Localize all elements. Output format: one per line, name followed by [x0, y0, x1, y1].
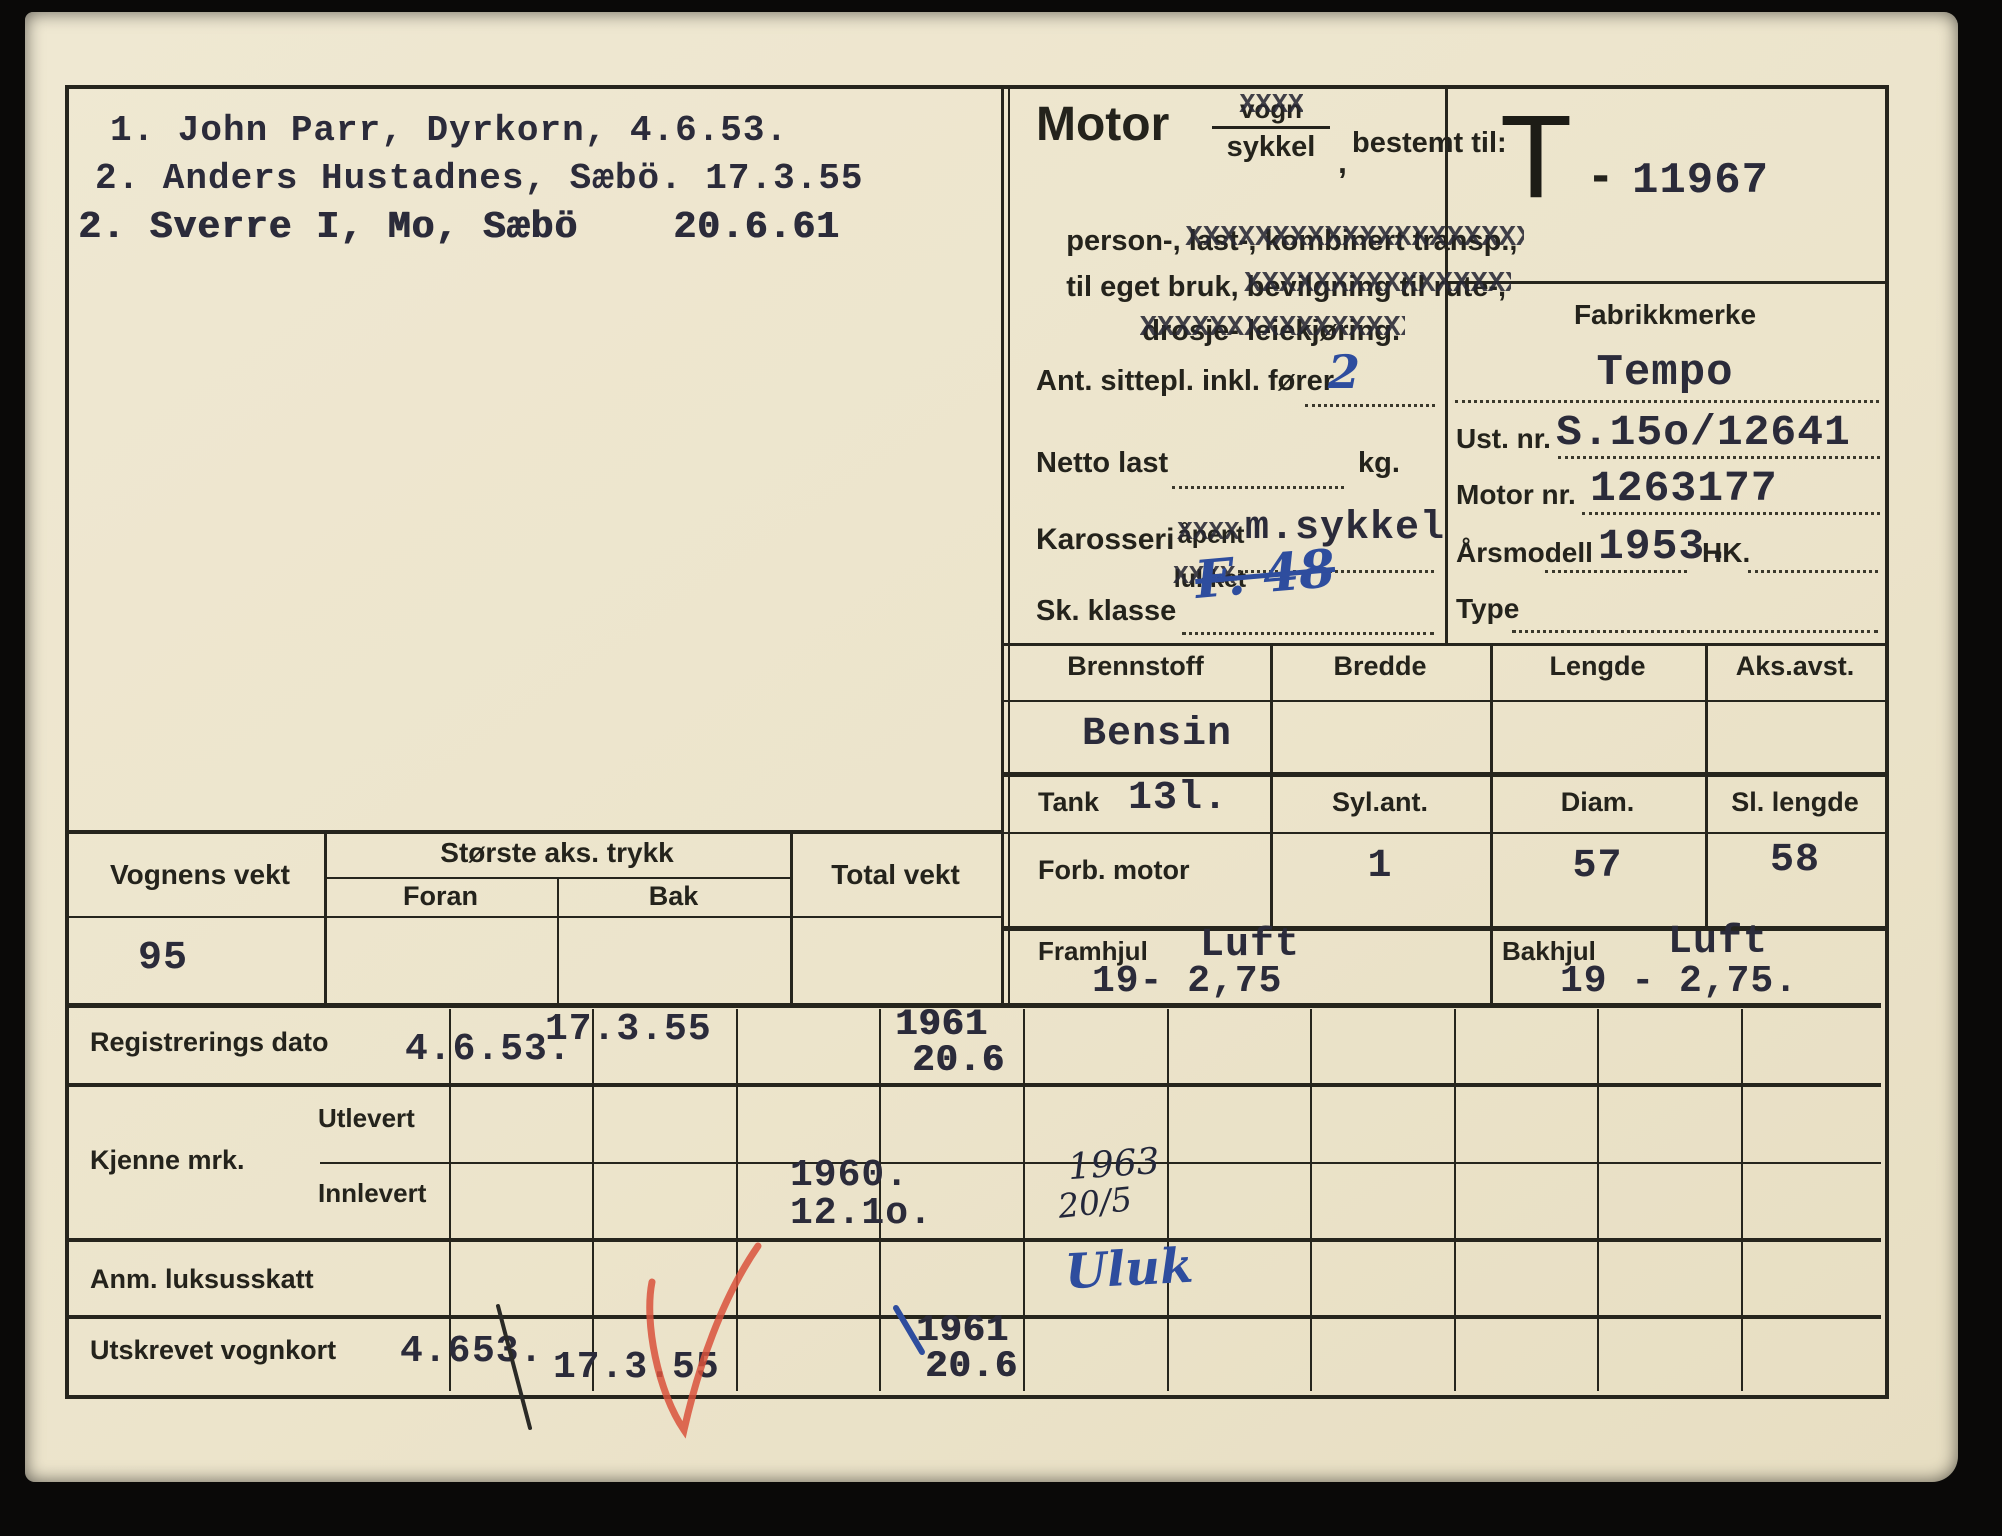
- bak-label: Bak: [648, 881, 699, 911]
- sk-klasse-label: Sk. klasse: [1036, 595, 1177, 627]
- tank-value: 13l.: [1128, 776, 1229, 821]
- reg-dash: -: [1592, 146, 1610, 204]
- seats-value-handwritten: 2: [1328, 345, 1361, 399]
- header-sllengde: Sl. lengde: [1731, 787, 1859, 817]
- motor-title: Motor: [1036, 98, 1170, 151]
- motor-use-line-4: drosje- leiekjøring. XXXXXXXXXXXXXXXX: [1139, 313, 1406, 348]
- reg-prefix: T: [1500, 91, 1573, 223]
- seats-dotted-line: [1305, 404, 1435, 407]
- karosseri-label: Karosseri: [1036, 523, 1175, 556]
- sk-klasse-value-handwritten: F. 48: [1192, 538, 1338, 611]
- hk-label: HK.: [1702, 537, 1751, 568]
- owner-line-2: 2. Anders Hustadnes, Sæbö. 17.3.55: [95, 158, 864, 199]
- arsmodell-label: Årsmodell: [1456, 537, 1593, 568]
- fuel-value: Bensin: [1082, 712, 1233, 757]
- utskrevet-date-1b: 53.: [472, 1330, 544, 1373]
- header-brennstoff: Brennstoff: [1067, 651, 1204, 681]
- karosseri-lukket: lukket XXXX: [1173, 563, 1247, 594]
- type-dotted-line: [1512, 630, 1878, 633]
- card-border-frame: [65, 85, 1889, 1399]
- motor-nr-label: Motor nr.: [1456, 479, 1576, 510]
- innlevert-label: Innlevert: [318, 1178, 427, 1208]
- diam-value: 57: [1572, 844, 1623, 889]
- apent-overtype: XXXX: [1177, 519, 1240, 547]
- reg-number: 11967: [1632, 156, 1770, 206]
- karosseri-apent: åpent XXXX: [1177, 519, 1245, 550]
- netto-last-unit: kg.: [1358, 447, 1400, 479]
- utskrevet-date-1a: 4.6: [400, 1330, 472, 1373]
- line2-overtype: XXXXXXXXXXXXXXXXXXXXX: [1185, 223, 1525, 254]
- bakhjul-label: Bakhjul: [1502, 936, 1596, 966]
- line3-overtype: XXXXXXXXXXXXXXXXX: [1244, 269, 1512, 300]
- arsmodell-value: 1953.: [1598, 522, 1733, 571]
- utskrevet-date-2: 17.3.55: [553, 1346, 720, 1389]
- utskrevet-date-3-year: 1961: [916, 1310, 1009, 1352]
- owner-line-1: 1. John Parr, Dyrkorn, 4.6.53.: [110, 110, 789, 151]
- anm-luksusskatt-label: Anm. luksusskatt: [90, 1264, 314, 1294]
- karosseri-value: m.sykkel: [1245, 506, 1446, 551]
- framhjul-size: 19- 2,75: [1092, 960, 1283, 1003]
- hk-dotted-line: [1748, 570, 1878, 573]
- utskrevet-vognkort-label: Utskrevet vognkort: [90, 1335, 337, 1365]
- arsmodell-dotted-line: [1545, 570, 1687, 573]
- seats-label: Ant. sittepl. inkl. fører: [1036, 365, 1335, 397]
- fabrikkmerke-title: Fabrikkmerke: [1573, 299, 1757, 330]
- brand-dotted-line: [1455, 400, 1879, 403]
- bakhjul-size: 19 - 2,75.: [1560, 960, 1799, 1003]
- netto-last-dotted-line: [1172, 486, 1344, 489]
- vogn-overtype: XXXX: [1239, 91, 1304, 121]
- motor-vogn-sykkel-fraction: vogn XXXX sykkel: [1212, 91, 1330, 164]
- reg-date-3-year: 1961: [895, 1004, 988, 1046]
- header-aksavst: Aks.avst.: [1735, 651, 1855, 681]
- header-lengde: Lengde: [1549, 651, 1646, 681]
- ust-nr-label: Ust. nr.: [1456, 423, 1551, 454]
- framhjul-label: Framhjul: [1038, 936, 1148, 966]
- utskrevet-date-3-day: 20.6: [925, 1346, 1018, 1388]
- motor-nr-value: 1263177: [1590, 464, 1778, 513]
- header-diam: Diam.: [1560, 787, 1635, 817]
- tank-label: Tank: [1038, 787, 1100, 817]
- line4-overtype: XXXXXXXXXXXXXXXX: [1139, 313, 1406, 344]
- utlevert-label: Utlevert: [318, 1103, 415, 1133]
- sykkel-word: sykkel: [1226, 131, 1316, 163]
- owner-line-3: 2. Sverre I, Mo, Sæbö 20.6.61: [78, 206, 840, 249]
- innlevert-year: 1960.: [790, 1154, 910, 1197]
- ust-nr-dotted-line: [1558, 456, 1880, 459]
- reg-date-3-day: 20.6: [912, 1040, 1005, 1082]
- netto-last-label: Netto last: [1036, 447, 1169, 479]
- vognens-vekt-value: 95: [138, 936, 189, 981]
- innlevert-date: 12.1o.: [790, 1192, 933, 1235]
- brand-value: Tempo: [1596, 348, 1734, 398]
- foran-label: Foran: [402, 881, 478, 911]
- header-sylant: Syl.ant.: [1331, 787, 1429, 817]
- motor-bestemt-til: bestemt til:: [1352, 127, 1507, 159]
- framhjul-type: Luft: [1200, 923, 1301, 968]
- lukket-overtype: XXXX: [1173, 563, 1236, 591]
- storste-aks-trykk-label: Største aks. trykk: [440, 837, 674, 868]
- forb-motor-label: Forb. motor: [1038, 855, 1190, 885]
- kjenne-mrk-label: Kjenne mrk.: [90, 1145, 245, 1175]
- card-paper: [25, 12, 1958, 1482]
- total-vekt-label: Total vekt: [831, 859, 960, 890]
- anm-handwritten-note: Uluk: [1063, 1237, 1195, 1301]
- motor-comma: ,: [1338, 144, 1347, 180]
- ust-nr-value: S.15o/12641: [1556, 408, 1851, 457]
- motor-use-line-2: person-, last-, kombinert transp., XXXXXX…: [1066, 223, 1525, 258]
- sl-lengde-value: 58: [1769, 838, 1820, 883]
- innlevert-hand-date: 20/5: [1056, 1179, 1134, 1226]
- registrerings-dato-label: Registrerings dato: [90, 1027, 329, 1057]
- sk-klasse-dotted-line: [1182, 632, 1434, 635]
- reg-date-1: 4.6.53.: [405, 1028, 572, 1071]
- vognens-vekt-label: Vognens vekt: [110, 859, 290, 890]
- motor-use-line-3: til eget bruk, bevilgning til rute-, XXXX…: [1066, 269, 1512, 304]
- motor-nr-dotted-line: [1582, 512, 1880, 515]
- karosseri-dotted-line: [1238, 570, 1434, 573]
- reg-date-2: 17.3.55: [545, 1008, 712, 1051]
- syl-ant-value: 1: [1367, 844, 1393, 889]
- bakhjul-type: Luft: [1668, 920, 1769, 965]
- header-bredde: Bredde: [1333, 651, 1427, 681]
- type-label: Type: [1456, 593, 1520, 624]
